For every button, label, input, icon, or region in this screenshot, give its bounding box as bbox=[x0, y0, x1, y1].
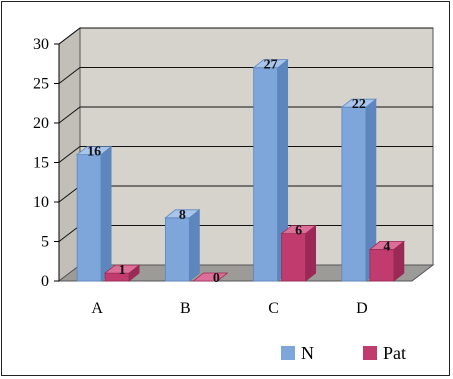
gridline bbox=[58, 106, 433, 124]
bar-N-B: 8 bbox=[164, 208, 201, 282]
legend-item-N: N bbox=[281, 343, 314, 363]
y-tick-label: 30 bbox=[33, 36, 49, 53]
legend: N Pat bbox=[281, 343, 406, 363]
data-label: 22 bbox=[352, 97, 366, 112]
bar-front bbox=[253, 67, 279, 282]
bars: 16 1 8 0 27 6 22 4 bbox=[75, 58, 406, 286]
x-axis-ticks: A B C D bbox=[91, 300, 367, 317]
bar-Pat-D: 4 bbox=[368, 239, 406, 282]
data-label: 8 bbox=[179, 208, 186, 223]
data-label: 6 bbox=[295, 224, 302, 239]
x-tick-label: D bbox=[356, 300, 368, 317]
y-tick-label: 25 bbox=[33, 76, 49, 93]
x-tick-label: C bbox=[268, 300, 279, 317]
data-label: 1 bbox=[119, 263, 126, 278]
y-tick-label: 15 bbox=[33, 155, 49, 172]
gridline bbox=[58, 146, 433, 163]
bar-front bbox=[341, 106, 367, 282]
bar-N-D: 22 bbox=[340, 97, 378, 282]
bar-Pat-B: 0 bbox=[192, 271, 229, 286]
bar-top bbox=[164, 209, 201, 219]
bar-front bbox=[281, 233, 307, 282]
bar-side bbox=[188, 208, 200, 282]
bar-front bbox=[76, 154, 102, 282]
bar-Pat-C: 6 bbox=[280, 224, 317, 282]
legend-item-Pat: Pat bbox=[363, 343, 406, 363]
bar-side bbox=[100, 145, 112, 282]
bar-top bbox=[280, 225, 317, 235]
y-axis-ticks: 0 5 10 15 20 25 30 bbox=[33, 36, 59, 290]
bar-front bbox=[164, 217, 190, 282]
legend-label: Pat bbox=[383, 343, 406, 363]
gridline bbox=[58, 27, 433, 45]
bar-top bbox=[252, 59, 289, 69]
gridline bbox=[58, 67, 433, 84]
bar-top bbox=[368, 240, 406, 250]
bar-N-A: 16 bbox=[75, 145, 113, 282]
x-tick-label: A bbox=[91, 300, 103, 317]
data-label: 16 bbox=[87, 145, 101, 160]
bar-top bbox=[103, 264, 141, 274]
y-tick-label: 20 bbox=[33, 115, 49, 132]
data-label: 27 bbox=[264, 58, 278, 73]
y-tick-label: 5 bbox=[41, 234, 49, 251]
bar-side bbox=[305, 224, 317, 282]
y-tick-label: 10 bbox=[33, 194, 49, 211]
data-label: 4 bbox=[383, 239, 390, 254]
legend-label: N bbox=[301, 343, 314, 363]
bar-top bbox=[340, 98, 378, 108]
legend-swatch bbox=[363, 346, 377, 360]
legend-swatch bbox=[281, 346, 295, 360]
bar-N-C: 27 bbox=[252, 58, 289, 282]
x-tick-label: B bbox=[180, 300, 191, 317]
data-label: 0 bbox=[213, 271, 220, 286]
bar-top bbox=[192, 272, 229, 282]
bar-top bbox=[75, 146, 113, 156]
bar-Pat-A: 1 bbox=[103, 263, 141, 282]
y-tick-label: 0 bbox=[41, 273, 49, 290]
